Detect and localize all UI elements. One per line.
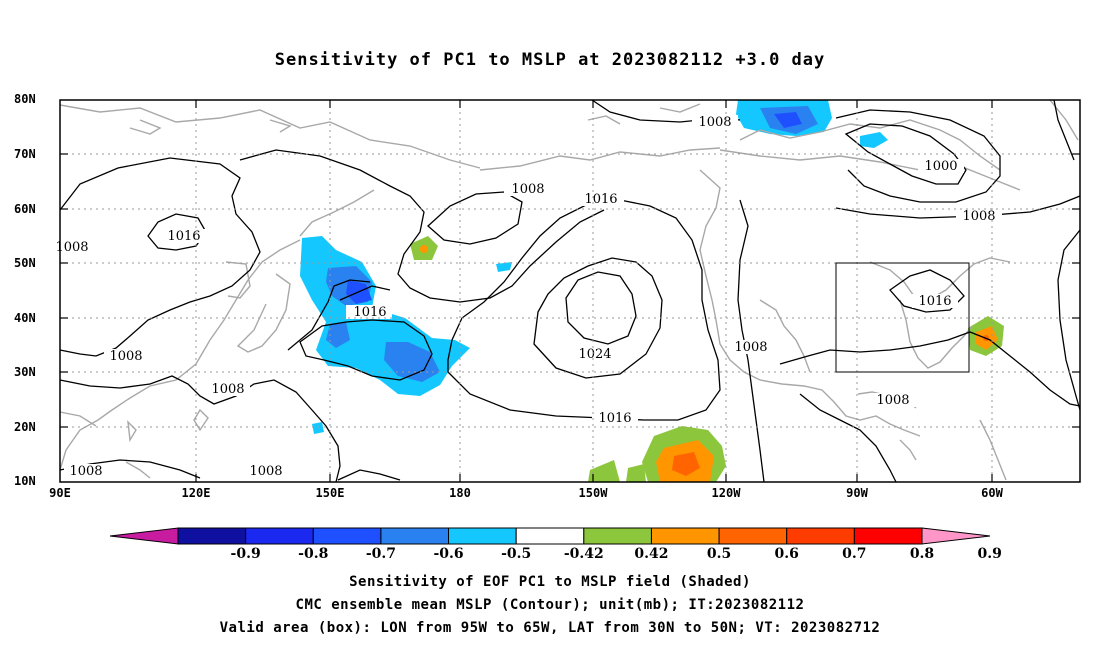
colorbar-segment: [245, 527, 314, 545]
contour-labels: 1008 1016 1008 1008 1008 1008 1016 1008 …: [52, 115, 1002, 479]
grid-lines: [60, 100, 1080, 482]
colorbar-tick-label: -0.7: [366, 546, 396, 562]
colorbar-segment: [380, 527, 450, 545]
valid-area-box: [835, 262, 970, 373]
mslp-contours: [59, 99, 1081, 483]
colorbar-tick-label: -0.42: [564, 546, 604, 562]
lon-label-150w: 150W: [578, 486, 608, 500]
contour-label: 1008: [511, 182, 544, 197]
contour-label: 1016: [167, 229, 200, 244]
colorbar-segment: [312, 527, 382, 545]
colorbar-tick-label: 0.7: [842, 546, 866, 562]
contour-label: 1016: [918, 294, 951, 309]
contour-label: 1008: [55, 240, 88, 255]
lat-label-80n: 80N: [14, 92, 36, 106]
lon-label-90w: 90W: [846, 486, 868, 500]
contour-label: 1008: [109, 349, 142, 364]
contour-label: 1016: [353, 305, 386, 320]
colorbar-segment: [515, 527, 585, 545]
colorbar-tick-label: 0.9: [977, 546, 1001, 562]
lon-label-120w: 120W: [711, 486, 741, 500]
colorbar-segment: [921, 527, 991, 545]
colorbar-segment: [177, 527, 247, 545]
contour-label: 1008: [876, 393, 909, 408]
map-frame: [59, 99, 1081, 483]
lat-label-30n: 30N: [14, 365, 36, 379]
contour-label: 1008: [734, 340, 767, 355]
colorbar-tick-label: 0.8: [910, 546, 934, 562]
axis-ticks: [60, 100, 1080, 482]
lat-label-40n: 40N: [14, 311, 36, 325]
contour-label: 1008: [962, 209, 995, 224]
contour-label: 1016: [584, 192, 617, 207]
contour-label: 1008: [249, 464, 282, 479]
lon-label-180: 180: [449, 486, 471, 500]
lat-label-10n: 10N: [14, 474, 36, 488]
coastlines: [59, 99, 1079, 481]
caption-contour: CMC ensemble mean MSLP (Contour); unit(m…: [295, 597, 805, 613]
contour-label: 1008: [211, 382, 244, 397]
caption-valid-area: Valid area (box): LON from 95W to 65W, L…: [219, 620, 881, 636]
lat-label-70n: 70N: [14, 147, 36, 161]
lat-label-20n: 20N: [14, 420, 36, 434]
lon-label-60w: 60W: [981, 486, 1003, 500]
colorbar-segment: [109, 527, 179, 545]
colorbar-segment: [786, 527, 855, 545]
colorbar-segment: [650, 527, 720, 545]
colorbar-tick-label: -0.9: [231, 546, 261, 562]
colorbar-tick-label: -0.8: [298, 546, 328, 562]
colorbar-tick-label: 0.42: [634, 546, 668, 562]
lon-label-90e: 90E: [49, 486, 71, 500]
colorbar-tick-label: -0.5: [501, 546, 531, 562]
contour-label: 1000: [924, 159, 957, 174]
lon-label-150e: 150E: [315, 486, 345, 500]
contour-label: 1008: [698, 115, 731, 130]
colorbar-segment: [853, 527, 923, 545]
lat-label-50n: 50N: [14, 256, 36, 270]
colorbar-tick-label: 0.5: [707, 546, 731, 562]
lon-label-120e: 120E: [181, 486, 211, 500]
colorbar-segment: [583, 527, 652, 545]
colorbar-tick-label: -0.6: [433, 546, 463, 562]
map-title: Sensitivity of PC1 to MSLP at 2023082112…: [274, 50, 826, 70]
caption-shaded: Sensitivity of EOF PC1 to MSLP field (Sh…: [349, 574, 751, 590]
lat-label-60n: 60N: [14, 202, 36, 216]
colorbar: -0.9 -0.8 -0.7 -0.6 -0.5 -0.42 0.42 0.5 0.6 0.7 0.…: [109, 527, 1002, 562]
sensitivity-shading: [300, 100, 1004, 482]
colorbar-segment: [448, 527, 517, 545]
colorbar-tick-label: 0.6: [775, 546, 799, 562]
contour-label: 1008: [69, 464, 102, 479]
contour-label: 1016: [598, 411, 631, 426]
colorbar-segment: [718, 527, 788, 545]
contour-label: 1024: [578, 347, 611, 362]
